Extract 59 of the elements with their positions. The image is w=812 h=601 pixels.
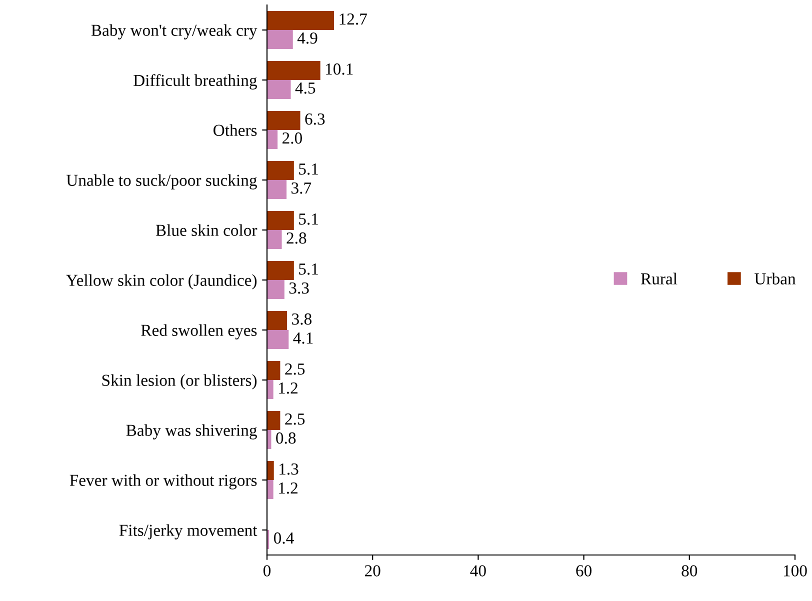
y-tick-label: Fever with or without rigors	[70, 474, 257, 490]
data-label: 2.0	[282, 132, 302, 144]
data-label: 0.8	[276, 432, 296, 444]
bar	[267, 411, 280, 430]
bar	[267, 480, 274, 499]
data-label: 4.1	[293, 332, 313, 344]
data-label: 4.5	[295, 82, 316, 94]
bar	[267, 11, 334, 30]
y-tick-label: Blue skin color	[156, 224, 258, 236]
x-tick-label: 100	[784, 565, 807, 576]
y-tick-label: Skin lesion (or blisters)	[102, 374, 257, 390]
bar	[267, 311, 288, 330]
data-label: 2.5	[285, 363, 305, 375]
y-tick-label: Difficult breathing	[134, 74, 257, 90]
x-tick-label: 40	[470, 565, 486, 576]
data-label: 1.3	[280, 463, 298, 475]
data-label: 1.2	[279, 382, 298, 394]
data-label: 2.8	[286, 232, 306, 244]
data-label: 3.3	[289, 282, 309, 294]
x-tick-label: 80	[682, 565, 698, 576]
bar	[267, 130, 278, 149]
bar	[267, 61, 320, 80]
y-tick-label: Baby won't cry/weak cry	[91, 24, 258, 40]
data-label: 10.1	[326, 63, 353, 75]
bar	[267, 330, 289, 349]
bar	[267, 180, 287, 199]
x-tick-label: 20	[365, 565, 380, 576]
data-label: 0.4	[274, 532, 294, 544]
bar	[267, 380, 274, 399]
y-tick-label: Baby was shivering	[126, 424, 257, 440]
bar	[267, 230, 282, 249]
data-label: 6.3	[305, 113, 325, 125]
bar	[267, 361, 280, 380]
data-label: 2.5	[285, 413, 305, 425]
x-tick-label: 0	[263, 565, 271, 576]
data-label: 4.9	[297, 32, 318, 44]
bar	[267, 80, 291, 99]
data-label: 3.8	[292, 313, 312, 325]
bar	[267, 30, 293, 49]
y-tick-label: Fits/jerky movement	[119, 524, 258, 540]
bar	[267, 161, 294, 180]
legend-label: Urban	[754, 272, 796, 284]
y-tick-label: Red swollen eyes	[141, 324, 257, 340]
x-tick-label: 60	[576, 565, 592, 576]
data-label: 3.7	[292, 182, 312, 194]
data-label: 5.1	[299, 264, 318, 275]
y-tick-label: Unable to suck/poor sucking	[66, 174, 257, 190]
data-label: 5.1	[299, 214, 318, 225]
legend-label: Rural	[640, 272, 678, 284]
bar	[267, 261, 294, 280]
data-label: 5.1	[299, 164, 318, 175]
bar	[267, 280, 284, 299]
data-label: 1.2	[279, 482, 298, 494]
bar	[267, 461, 274, 480]
y-tick-label: Others	[214, 124, 257, 136]
data-label: 12.7	[340, 13, 367, 25]
bar	[267, 211, 294, 230]
bar	[267, 111, 300, 130]
y-tick-label: Yellow skin color (Jaundice)	[66, 274, 257, 290]
